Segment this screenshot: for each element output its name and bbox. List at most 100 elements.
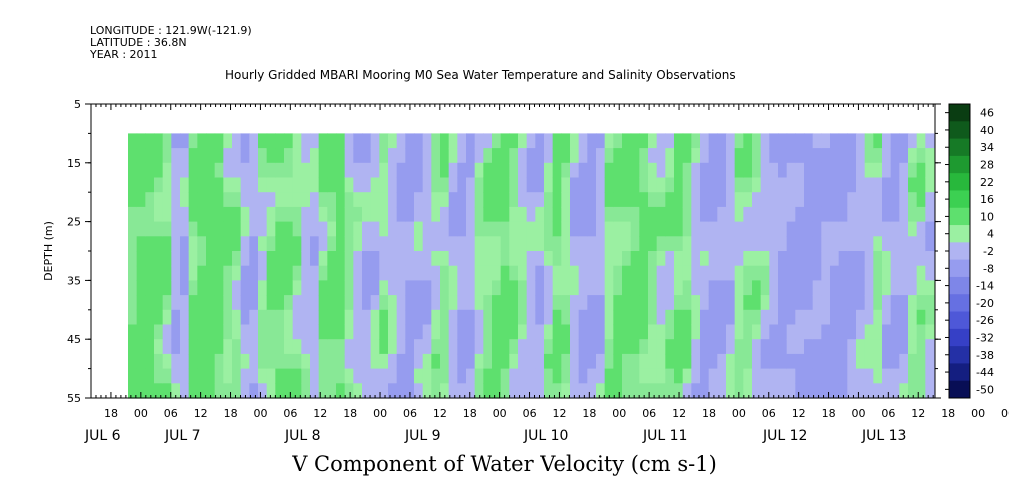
heatmap-cell (327, 383, 337, 399)
heatmap-cell (552, 368, 562, 384)
heatmap-cell (682, 265, 692, 281)
heatmap-cell (518, 221, 528, 237)
heatmap-cell (457, 353, 467, 370)
heatmap-cell (362, 192, 372, 208)
heatmap-cell (301, 162, 311, 179)
heatmap-cell (856, 353, 866, 370)
heatmap-cell (587, 221, 597, 237)
heatmap-cell (388, 162, 398, 179)
heatmap-cell (405, 251, 415, 267)
heatmap-cell (188, 295, 198, 311)
heatmap-cell (370, 251, 380, 267)
heatmap-cell (405, 265, 415, 281)
heatmap-cell (752, 236, 762, 252)
heatmap-cell (570, 295, 580, 311)
heatmap-cell (682, 221, 692, 237)
heatmap-cell (362, 221, 372, 237)
heatmap-cell (916, 177, 926, 193)
heatmap-cell (873, 206, 883, 223)
heatmap-cell (847, 383, 857, 399)
heatmap-cell (613, 309, 623, 326)
heatmap-cell (466, 192, 476, 208)
heatmap-cell (327, 192, 337, 208)
heatmap-cell (700, 295, 710, 311)
heatmap-cell (474, 280, 484, 296)
heatmap-cell (128, 339, 138, 355)
heatmap-cell (873, 221, 883, 237)
heatmap-cell (656, 206, 666, 223)
heatmap-cell (838, 206, 848, 223)
heatmap-cell (457, 339, 467, 355)
heatmap-cell (232, 251, 242, 267)
heatmap-cell (180, 206, 190, 223)
heatmap-cell (648, 368, 658, 384)
heatmap-cell (578, 221, 588, 237)
heatmap-cell (622, 206, 632, 223)
heatmap-cell (336, 236, 346, 252)
heatmap-cell (128, 133, 138, 149)
heatmap-cell (630, 177, 640, 193)
heatmap-cell (778, 177, 788, 193)
heatmap-cell (474, 133, 484, 149)
heatmap-cell (552, 265, 562, 281)
heatmap-cell (639, 309, 649, 326)
heatmap-cell (630, 265, 640, 281)
heatmap-cell (812, 280, 822, 296)
heatmap-cell (275, 368, 285, 384)
heatmap-cell (786, 368, 796, 384)
heatmap-cell (249, 206, 259, 223)
heatmap-cell (587, 295, 597, 311)
colorbar-label: -14 (976, 280, 994, 293)
heatmap-cell (500, 251, 510, 267)
heatmap-cell (717, 309, 727, 326)
heatmap-cell (700, 148, 710, 164)
heatmap-cell (162, 295, 172, 311)
heatmap-cell (665, 192, 675, 208)
heatmap-cell (691, 221, 701, 237)
heatmap-cell (310, 309, 320, 326)
x-hour-label: 00 (612, 407, 626, 420)
heatmap-cell (310, 251, 320, 267)
heatmap-cell (925, 368, 935, 384)
heatmap-cell (786, 309, 796, 326)
heatmap-cell (648, 162, 658, 179)
heatmap-cell (821, 324, 831, 340)
heatmap-cell (717, 295, 727, 311)
heatmap-cell (691, 177, 701, 193)
heatmap-cell (882, 133, 892, 149)
heatmap-cell (856, 206, 866, 223)
heatmap-cell (154, 295, 164, 311)
heatmap-cell (604, 162, 614, 179)
heatmap-cell (145, 206, 155, 223)
colorbar-label: 34 (980, 141, 994, 154)
heatmap-cell (682, 295, 692, 311)
heatmap-cell (916, 309, 926, 326)
heatmap-cell (804, 206, 814, 223)
heatmap-cell (136, 309, 146, 326)
heatmap-cell (223, 280, 233, 296)
heatmap-cell (431, 206, 441, 223)
heatmap-cell (180, 221, 190, 237)
heatmap-cell (726, 221, 736, 237)
heatmap (128, 133, 935, 399)
heatmap-cell (561, 133, 571, 149)
heatmap-cell (648, 133, 658, 149)
heatmap-cell (882, 295, 892, 311)
heatmap-cell (795, 221, 805, 237)
heatmap-cell (188, 221, 198, 237)
heatmap-cell (336, 280, 346, 296)
heatmap-cell (674, 206, 684, 223)
heatmap-cell (292, 368, 302, 384)
heatmap-cell (301, 280, 311, 296)
heatmap-cell (882, 236, 892, 252)
heatmap-cell (700, 221, 710, 237)
heatmap-cell (171, 280, 181, 296)
heatmap-cell (500, 280, 510, 296)
heatmap-cell (864, 177, 874, 193)
heatmap-cell (327, 324, 337, 340)
heatmap-cell (587, 353, 597, 370)
heatmap-cell (587, 236, 597, 252)
heatmap-cell (336, 221, 346, 237)
heatmap-cell (535, 133, 545, 149)
heatmap-cell (752, 133, 762, 149)
